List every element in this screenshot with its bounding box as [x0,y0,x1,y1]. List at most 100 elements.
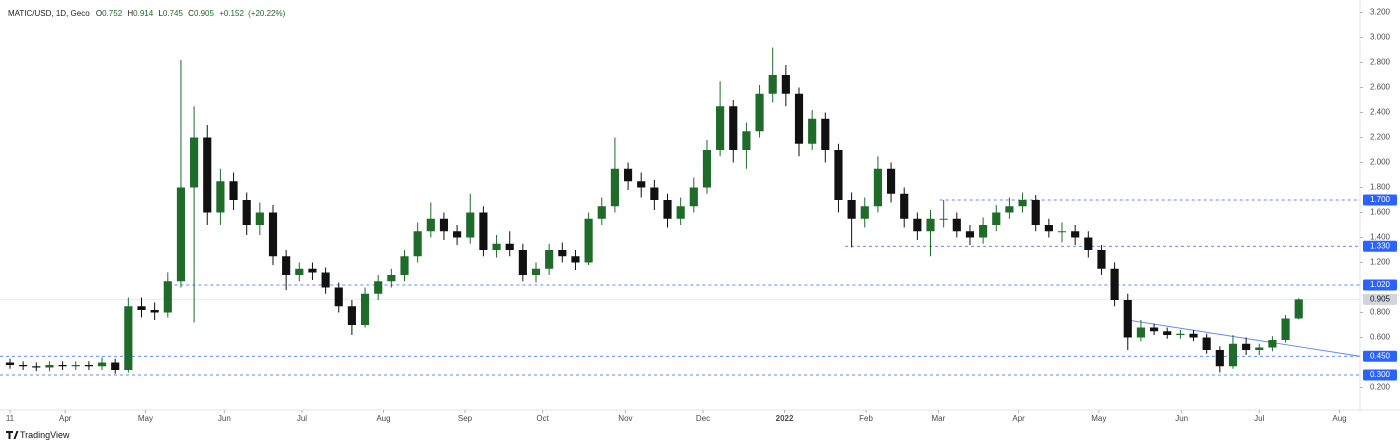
candle-body [45,365,54,368]
candle-body [1268,340,1277,348]
brand-name: TradingView [20,430,70,440]
ohlc-header: MATIC/USD, 1D, Geco O0.752 H0.914 L0.745… [8,9,286,18]
candle-body [190,137,199,188]
candle-body [531,268,541,275]
candle-body [71,365,80,367]
candle-body [755,93,764,132]
candle-body [439,218,449,232]
candle-body [1202,337,1211,350]
candle-body [610,168,619,207]
candle-body [374,281,383,294]
axes: 0.200 0.600 0.800 1.200 1.400 1.600 1.800 2.000… [6,8,1391,424]
candle-body [124,306,133,370]
candle-body [768,75,777,94]
close-label: C [188,9,194,18]
candle-body [150,310,159,313]
candle-body [84,365,93,367]
candle-body [58,365,67,367]
candle-body [729,106,738,150]
change-percent: (+20.22%) [248,9,285,18]
candle-body [545,250,554,269]
level-label: 1.020 [1370,280,1391,289]
candle-body [426,218,435,232]
y-tick-label: 2.000 [1370,158,1391,167]
candle-body [400,256,409,275]
candle-body [1189,333,1198,338]
candle-body [32,366,41,368]
candle-body [873,168,882,207]
candle-body [1281,318,1290,340]
candle-body [676,206,685,219]
low-label: L [158,9,163,18]
level-label-box [1363,194,1397,206]
candle-body [1242,343,1251,350]
candle-body [623,168,633,182]
y-tick-label: 2.400 [1370,108,1391,117]
candle-body [1044,225,1053,232]
y-tick-label: 3.200 [1370,8,1391,17]
y-tick-label: 1.600 [1370,208,1391,217]
candle-body [834,150,843,200]
y-tick-label: 0.800 [1370,308,1391,317]
y-tick-label: 1.400 [1370,233,1391,242]
x-tick-label: Jul [297,414,307,423]
logo-mark [6,431,19,439]
candle-body [163,281,172,313]
x-tick-label: May [138,414,153,423]
candle-body [308,268,317,273]
candle-body [479,212,488,250]
y-tick-label: 2.800 [1370,58,1391,67]
low-value: 0.745 [163,9,184,18]
x-tick-label: Apr [59,414,72,423]
candle-body [992,212,1001,225]
high-value: 0.914 [133,9,154,18]
level-label-box [1363,369,1397,381]
candle-body [255,212,264,225]
x-tick-label: Feb [859,414,873,423]
candle-body [453,231,462,238]
candle-body [347,306,356,325]
candle-body [1031,200,1040,225]
candle-body [716,106,725,150]
candle-body [466,212,475,238]
candle-body [216,181,225,213]
candle-body [1228,343,1238,367]
candle-body [1215,350,1224,367]
candle-body [742,131,751,150]
candle-body [19,365,28,367]
y-tick-label: 3.000 [1370,33,1391,42]
level-label-box [1363,240,1397,252]
candle-body [1005,206,1014,213]
level-label: 0.450 [1370,351,1391,360]
candle-body [1149,327,1159,332]
x-tick-label: Oct [536,414,549,423]
candle-body [965,231,975,238]
last-price-box [1363,293,1397,305]
candle-body [505,243,514,250]
x-tick-label: Mar [932,414,946,423]
level-label-box [1363,279,1397,291]
candle-body [5,362,15,365]
x-tick-label: 2022 [776,414,794,423]
candle-body [650,187,659,200]
candle-body [492,243,501,250]
candle-body [637,181,646,188]
symbol: MATIC/USD, 1D, Geco [8,9,90,18]
levels: 1.700 1.330 1.020 0.450 0.300 0.905 [0,194,1397,381]
candle-body [1057,231,1067,233]
candle-body [1097,250,1106,269]
candle-body [808,118,817,144]
trendline [1127,319,1361,357]
candle-body [413,231,422,257]
candle-body [1255,347,1264,350]
x-tick-label: Dec [696,414,710,423]
y-tick-label: 1.800 [1370,183,1391,192]
y-tick-label: 2.200 [1370,133,1391,142]
candle-body [518,250,527,275]
candle-body [952,218,961,232]
candle-body [558,250,567,257]
candle-body [282,256,291,275]
candle-body [689,187,698,207]
candle-body [268,212,278,257]
